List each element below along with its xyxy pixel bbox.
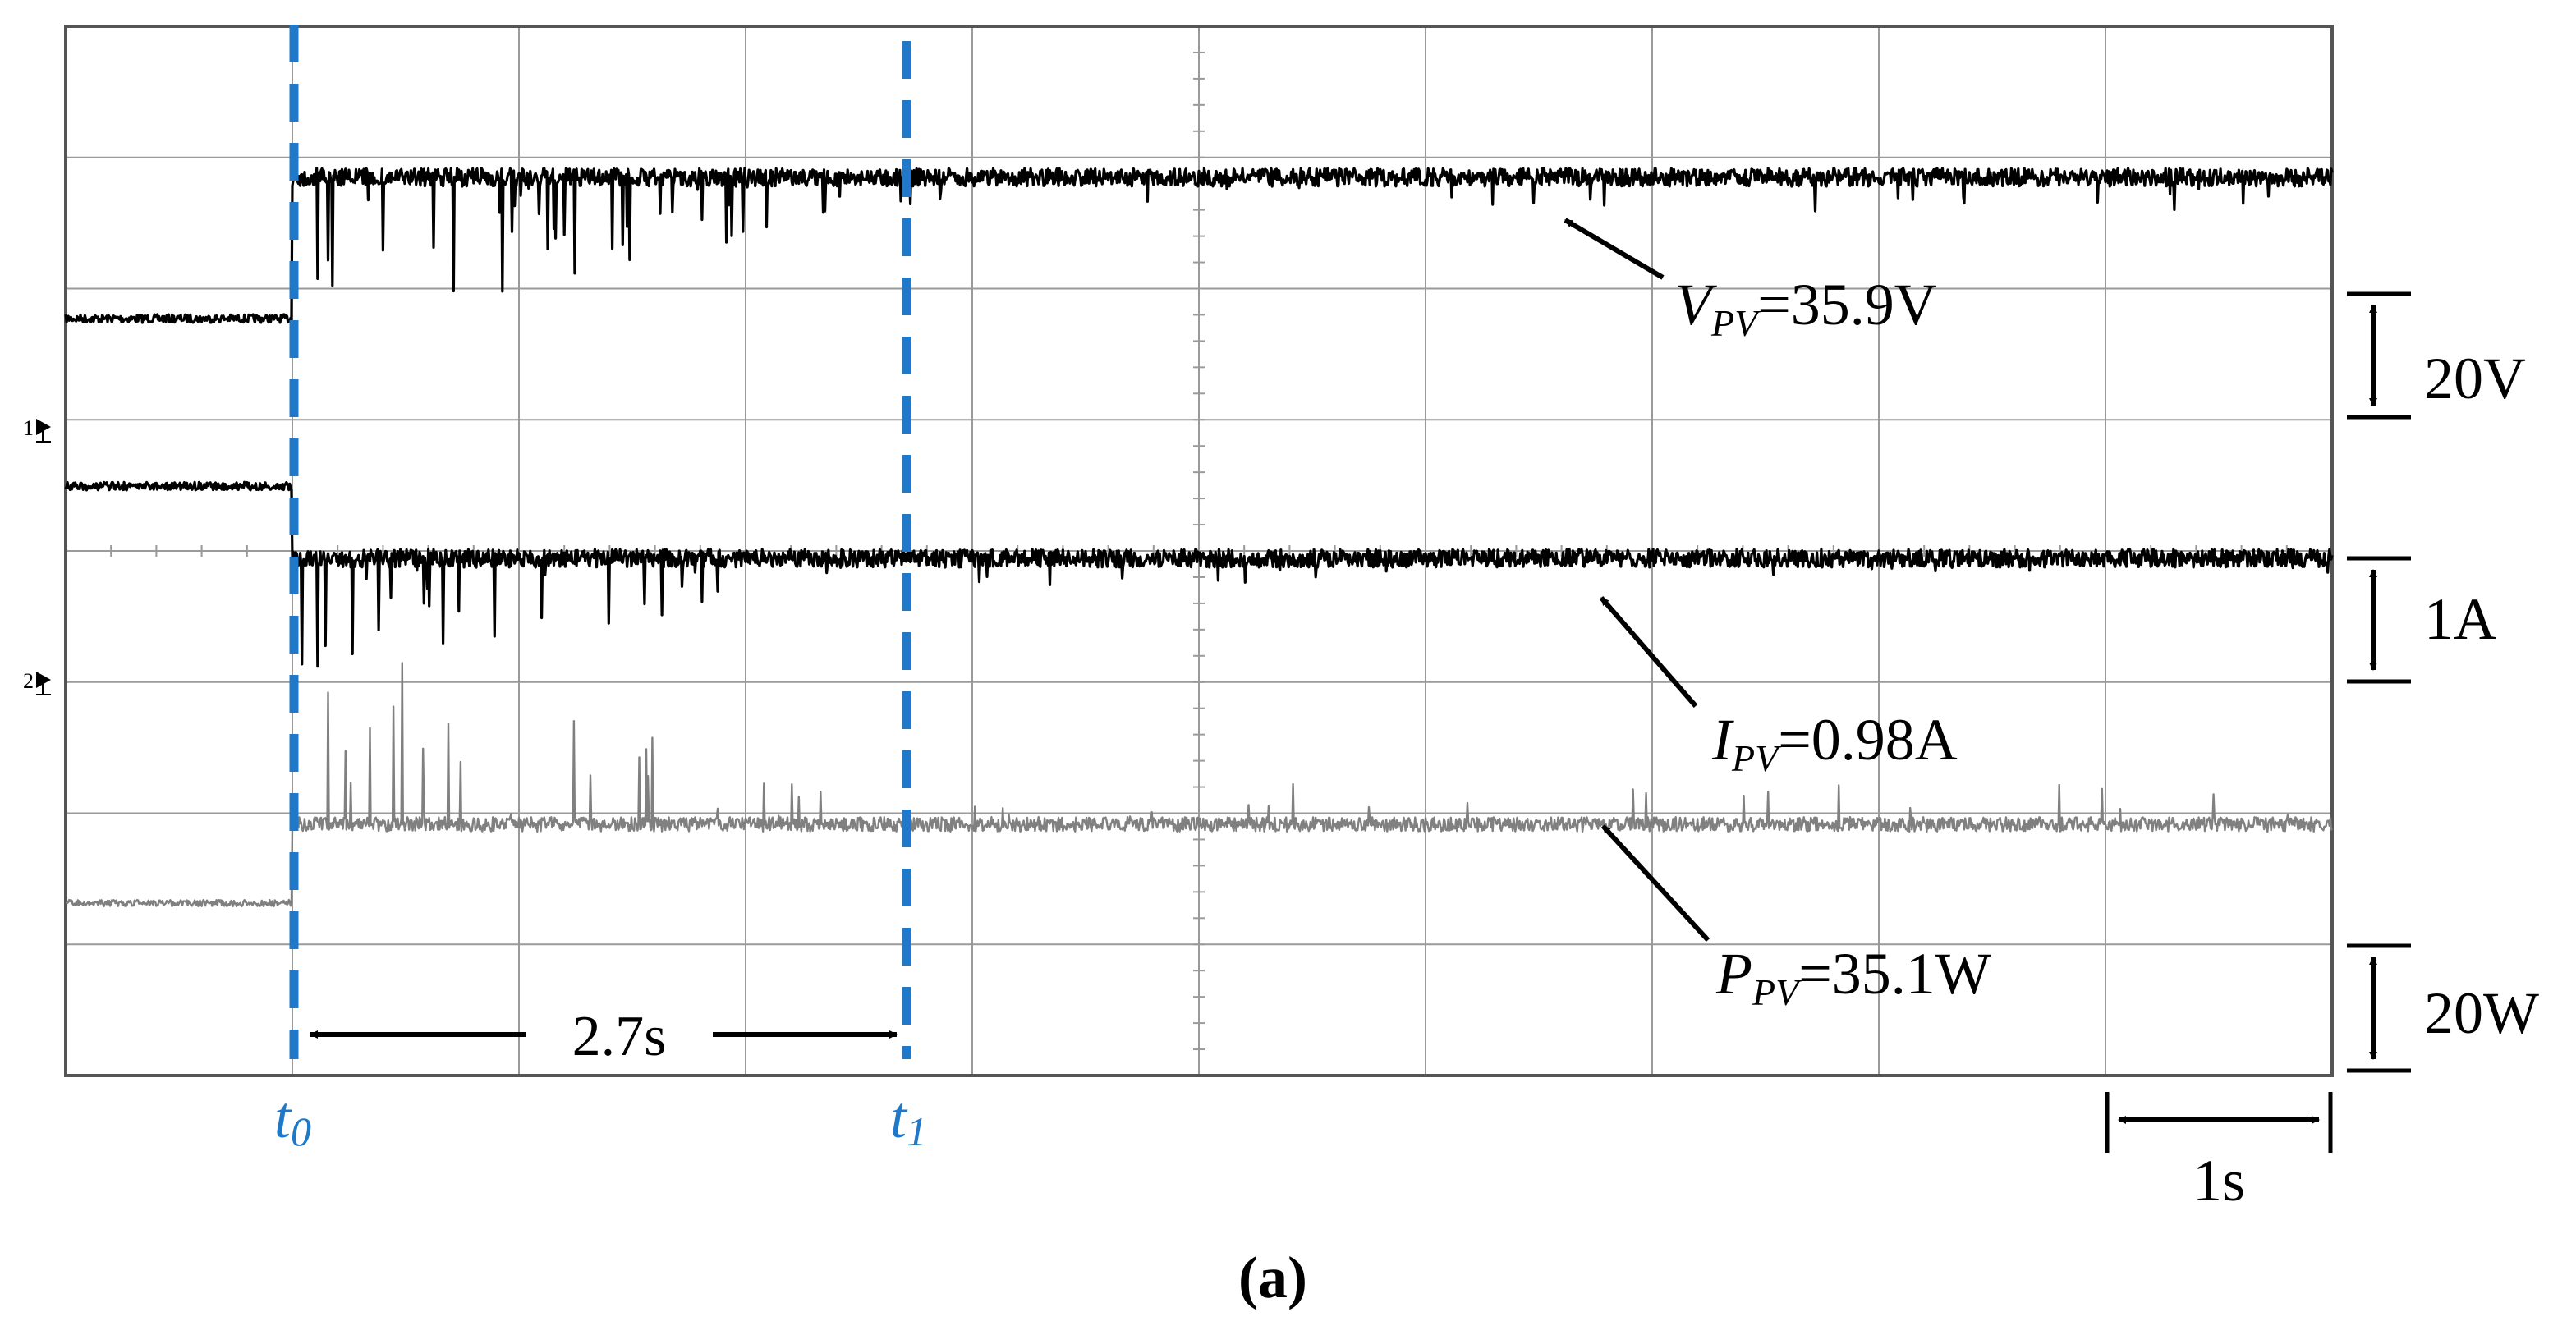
channel-2-marker: 2: [23, 669, 51, 695]
ipv-label: IPV=0.98A: [1711, 707, 1958, 779]
waveform-traces: [64, 167, 2334, 908]
ppv-label: PPV=35.1W: [1715, 941, 1991, 1013]
power-scale-bar: 20W: [2347, 943, 2539, 1073]
current-scale-bar: 1A: [2347, 556, 2496, 684]
ipv-pointer-arrow: [1599, 596, 1698, 708]
plot-grid: [66, 26, 2332, 1076]
figure-label: (a): [1238, 1245, 1307, 1310]
power-scale-label: 20W: [2424, 980, 2539, 1046]
time-scale-label: 1s: [2193, 1148, 2245, 1213]
current-scale-label: 1A: [2424, 586, 2496, 652]
voltage-scale-bar: 20V: [2347, 291, 2526, 420]
voltage-scale-label: 20V: [2424, 346, 2526, 411]
time-scale-bar: 1s: [2105, 1092, 2333, 1213]
plot-frame: [64, 25, 2334, 1077]
vpv-label: VPV=35.9V: [1675, 272, 1937, 344]
interval-label: 2.7s: [572, 1005, 667, 1068]
ppv-pointer-arrow: [1600, 823, 1710, 943]
channel-1-marker: 1: [23, 416, 51, 443]
vpv-trace: [64, 167, 2334, 324]
ppv-trace: [65, 662, 2333, 908]
t1-label: t1: [890, 1085, 927, 1154]
vpv-pointer-arrow: [1564, 218, 1665, 280]
channel-2-label: 2: [23, 669, 34, 693]
ipv-trace: [64, 480, 2334, 668]
channel-1-label: 1: [23, 416, 34, 440]
t0-label: t0: [274, 1085, 311, 1154]
